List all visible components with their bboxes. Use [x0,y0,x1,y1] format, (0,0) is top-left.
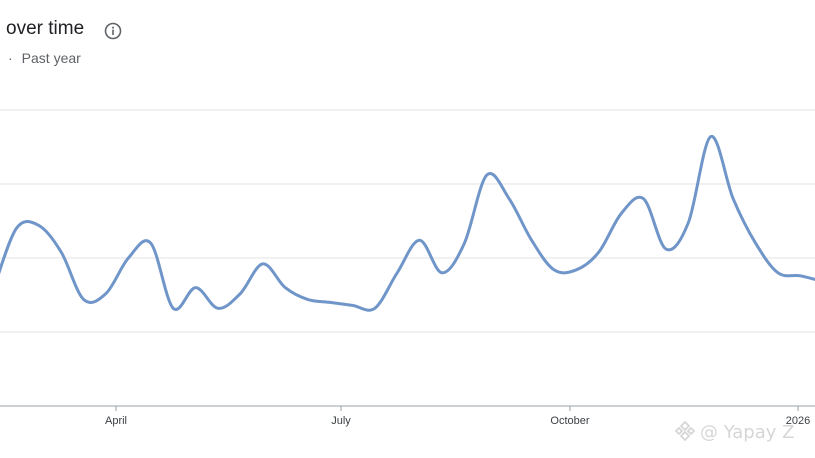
data-point [194,286,198,290]
data-point [126,256,130,260]
data-point [507,197,511,201]
data-point [37,223,41,227]
subtitle-separator: · [8,50,13,66]
data-point [440,271,444,275]
x-tick-label: April [105,415,127,427]
data-point [149,241,153,245]
data-point [574,268,578,272]
chart-title: over time [6,18,85,39]
data-point [418,238,422,242]
data-point [104,292,108,296]
data-point [462,241,466,245]
data-point [171,306,175,310]
x-tick-label: October [550,415,589,427]
time-range-label: · Past year [8,50,81,66]
x-tick-label: July [331,415,351,427]
data-point [485,173,489,177]
data-point [776,271,780,275]
data-point [261,262,265,266]
data-point [14,226,18,230]
data-point [686,221,690,225]
data-point [798,274,802,278]
data-point [395,271,399,275]
watermark-text: @ Yapay Z [700,422,795,443]
time-range-text: Past year [21,50,81,66]
data-point [709,135,713,139]
x-axis-ticks: April July October 2026 [105,406,810,427]
series-line [0,135,815,312]
data-point [530,238,534,242]
data-point [216,306,220,310]
data-point [328,300,332,304]
data-point [664,247,668,251]
watermark: @ Yapay Z [674,420,794,443]
info-icon[interactable] [104,22,122,40]
data-point [754,241,758,245]
data-point [59,250,63,254]
data-point [283,286,287,290]
data-point [238,292,242,296]
x-tick-label: 2026 [786,415,810,427]
data-point [642,197,646,201]
data-point [597,250,601,254]
data-points [0,135,815,311]
data-point [306,297,310,301]
data-point [552,268,556,272]
data-point [373,306,377,310]
data-point [82,297,86,301]
data-point [619,212,623,216]
data-point [350,303,354,307]
data-point [731,197,735,201]
binance-logo-icon [674,420,696,442]
grid-lines [0,109,815,333]
